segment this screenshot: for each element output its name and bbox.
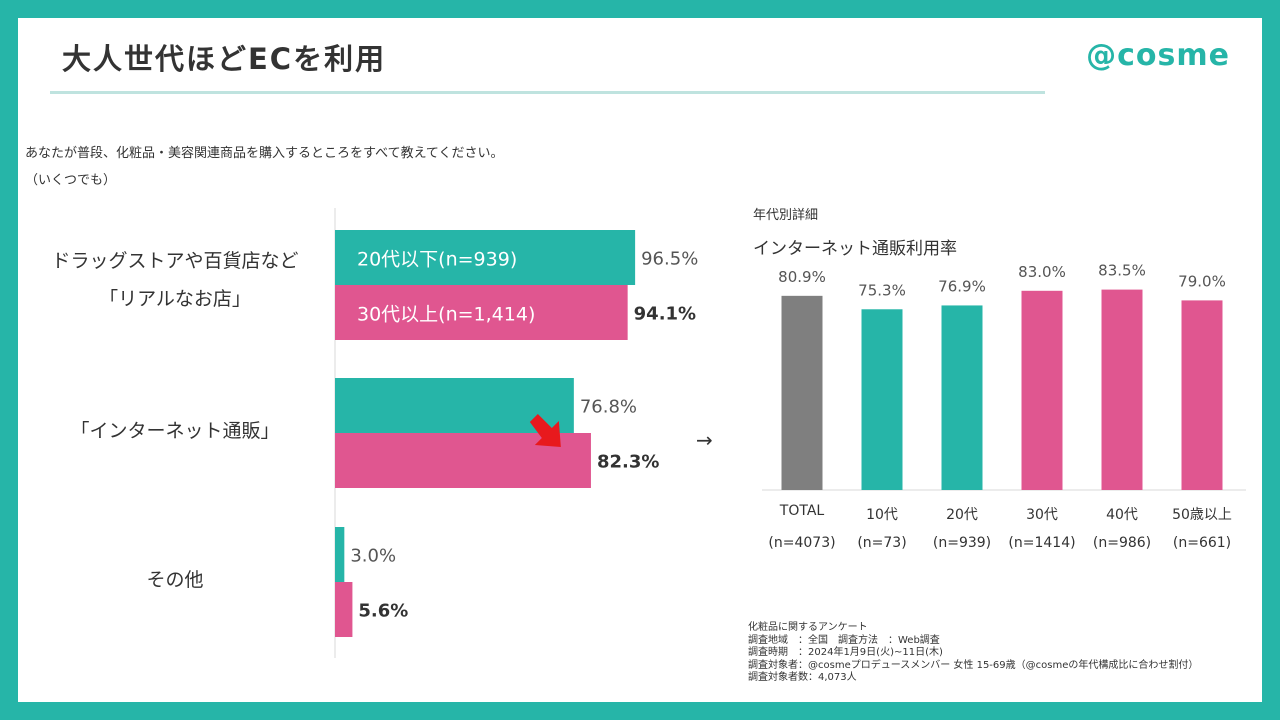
category-tick-label: 10代	[866, 507, 898, 523]
brand-logo: @cosme	[1086, 38, 1230, 73]
sample-size-label: (n=986)	[1093, 535, 1151, 551]
bar-over30s	[335, 582, 353, 637]
question-line-1: あなたが普段、化粧品・美容関連商品を購入するところをすべて教えてください。	[25, 146, 504, 161]
bar-value-label: 82.3%	[597, 452, 659, 473]
sample-size-label: (n=939)	[933, 535, 991, 551]
slide-panel: 大人世代ほどECを利用 @cosme あなたが普段、化粧品・美容関連商品を購入す…	[18, 18, 1262, 702]
sample-size-label: (n=73)	[857, 535, 906, 551]
category-tick-label: 50歳以上	[1172, 507, 1232, 523]
bar-value-label: 96.5%	[641, 249, 698, 270]
question-line-2: （いくつでも）	[25, 173, 117, 188]
category-label-line: 「インターネット通販」	[70, 420, 280, 442]
bar-value-label: 76.8%	[580, 397, 637, 418]
bar-5	[1181, 300, 1223, 490]
bar-0	[781, 295, 823, 490]
bar-value-label: 3.0%	[350, 546, 396, 567]
bar-value-label: 75.3%	[858, 281, 906, 299]
category-tick-label: TOTAL	[779, 503, 825, 519]
arrow-to-detail-icon: →	[696, 428, 713, 452]
survey-question: あなたが普段、化粧品・美容関連商品を購入するところをすべて教えてください。 （い…	[25, 140, 504, 194]
bar-1	[861, 309, 903, 490]
bar-value-label: 76.9%	[938, 277, 986, 295]
footnote-line: 化粧品に関するアンケート	[748, 622, 868, 633]
category-label-internet: 「インターネット通販」	[25, 412, 325, 450]
sample-size-label: (n=4073)	[768, 535, 835, 551]
bar-3	[1021, 290, 1063, 490]
footnote-line: 調査地域 ：全国 調査方法 ：Web調査	[748, 634, 940, 646]
title-divider	[50, 91, 1045, 94]
survey-footnote: 化粧品に関するアンケート 調査地域 ：全国 調査方法 ：Web調査 調査時期 ：…	[748, 622, 1198, 685]
series-label: 20代以下(n=939)	[357, 249, 517, 271]
bar-value-label: 79.0%	[1178, 272, 1226, 290]
footnote-line: 調査時期 ：2024年1月9日(火)~11日(木)	[748, 647, 943, 658]
bar-2	[941, 305, 983, 490]
bar-value-label: 83.5%	[1098, 262, 1146, 280]
category-tick-label: 40代	[1106, 507, 1138, 523]
bar-4	[1101, 289, 1143, 490]
page-title: 大人世代ほどECを利用	[62, 42, 387, 76]
sample-size-label: (n=1414)	[1008, 535, 1075, 551]
bar-value-label: 80.9%	[778, 268, 826, 286]
bar-under20s	[335, 527, 345, 582]
bar-value-label: 94.1%	[634, 304, 696, 325]
category-label-line: 「リアルなお店」	[99, 288, 251, 310]
category-label-real-store: ドラッグストアや百貨店など 「リアルなお店」	[25, 242, 325, 318]
category-label-line: その他	[146, 569, 204, 591]
highlight-arrow-icon	[529, 414, 561, 447]
bar-value-label: 5.6%	[358, 601, 408, 622]
category-label-other: その他	[25, 561, 325, 599]
series-label: 30代以上(n=1,414)	[357, 304, 535, 326]
sample-size-label: (n=661)	[1173, 535, 1231, 551]
footnote-line: 調査対象者：@cosmeプロデュースメンバー 女性 15-69歳（@cosmeの…	[748, 659, 1199, 671]
detail-chart-title: インターネット通販利用率	[753, 239, 957, 259]
left-bar-chart: 96.5% 20代以下(n=939) 76.8% 3.0% 94.1% 30代以上(n=1…	[334, 208, 698, 658]
category-tick-label: 20代	[946, 507, 978, 523]
right-bar-chart: 80.9% TOTAL (n=4073) 75.3% 10代 (n=73) 76.9% 20代…	[762, 262, 1246, 551]
category-tick-label: 30代	[1026, 507, 1058, 523]
bar-value-label: 83.0%	[1018, 263, 1066, 281]
detail-subtitle: 年代別詳細	[753, 208, 819, 223]
bar-over30s	[335, 285, 628, 340]
bar-under20s	[335, 230, 636, 285]
footnote-line: 調査対象者数：4,073人	[748, 672, 857, 683]
category-label-line: ドラッグストアや百貨店など	[51, 250, 299, 272]
